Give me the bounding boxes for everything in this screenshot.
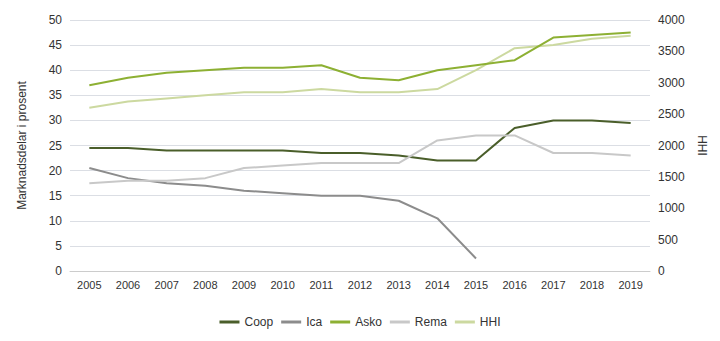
svg-text:HHI: HHI [695,135,709,156]
svg-text:2012: 2012 [348,279,372,291]
svg-text:Marknadsdelar i prosent: Marknadsdelar i prosent [15,80,29,209]
svg-text:10: 10 [49,214,63,228]
svg-text:2009: 2009 [232,279,256,291]
svg-text:40: 40 [49,63,63,77]
svg-text:35: 35 [49,88,63,102]
svg-text:1000: 1000 [658,201,685,215]
svg-text:Rema: Rema [415,315,447,329]
svg-text:Coop: Coop [244,315,273,329]
svg-text:2010: 2010 [270,279,294,291]
svg-text:Asko: Asko [355,315,382,329]
svg-text:2007: 2007 [154,279,178,291]
svg-text:45: 45 [49,38,63,52]
svg-text:0: 0 [658,264,665,278]
svg-text:2017: 2017 [541,279,565,291]
svg-text:50: 50 [49,13,63,27]
svg-text:500: 500 [658,233,678,247]
svg-text:25: 25 [49,139,63,153]
svg-text:30: 30 [49,113,63,127]
svg-text:0: 0 [55,264,62,278]
svg-text:3000: 3000 [658,76,685,90]
svg-text:2018: 2018 [580,279,604,291]
svg-text:3500: 3500 [658,44,685,58]
svg-text:2008: 2008 [193,279,217,291]
svg-text:2013: 2013 [386,279,410,291]
svg-text:HHI: HHI [480,315,501,329]
svg-text:1500: 1500 [658,170,685,184]
svg-text:Ica: Ica [306,315,322,329]
svg-text:2014: 2014 [425,279,449,291]
svg-text:2006: 2006 [116,279,140,291]
svg-text:2015: 2015 [464,279,488,291]
svg-text:15: 15 [49,189,63,203]
svg-text:2005: 2005 [77,279,101,291]
svg-text:2016: 2016 [502,279,526,291]
svg-text:2011: 2011 [310,279,334,291]
svg-text:2000: 2000 [658,139,685,153]
svg-text:2019: 2019 [618,279,642,291]
svg-text:4000: 4000 [658,13,685,27]
svg-text:20: 20 [49,164,63,178]
svg-text:5: 5 [55,239,62,253]
svg-text:2500: 2500 [658,107,685,121]
